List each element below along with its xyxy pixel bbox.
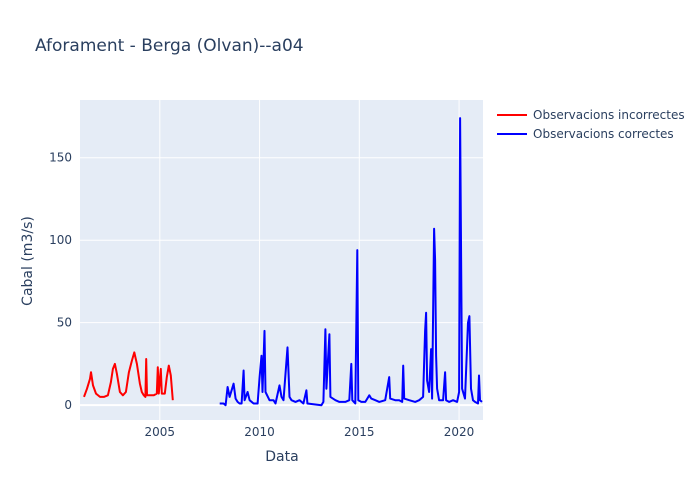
series-line-1 <box>83 351 174 401</box>
y-tick-label: 150 <box>49 151 72 165</box>
y-tick-label: 100 <box>49 233 72 247</box>
gridlines <box>80 100 483 420</box>
legend-label: Observacions correctes <box>533 127 674 141</box>
legend[interactable]: Observacions incorrectes Observacions cor… <box>497 108 685 141</box>
x-tick-label: 2020 <box>444 425 475 439</box>
y-axis-label: Cabal (m3/s) <box>20 216 36 306</box>
x-tick-label: 2005 <box>145 425 176 439</box>
legend-label: Observacions incorrectes <box>533 108 685 122</box>
series-line-2 <box>219 117 483 407</box>
y-axis-ticks: 0 50 100 150 <box>49 151 72 412</box>
x-axis-ticks: 2005 2010 2015 2020 <box>145 425 475 439</box>
series-layer <box>83 117 483 407</box>
legend-item[interactable]: Observacions correctes <box>497 127 674 141</box>
x-axis-label: Data <box>265 449 298 465</box>
x-tick-label: 2010 <box>244 425 275 439</box>
chart-title: Aforament - Berga (Olvan)--a04 <box>35 36 304 56</box>
plot-background <box>80 100 483 420</box>
legend-item[interactable]: Observacions incorrectes <box>497 108 685 122</box>
y-tick-label: 50 <box>57 316 72 330</box>
y-tick-label: 0 <box>64 398 72 412</box>
x-tick-label: 2015 <box>344 425 375 439</box>
